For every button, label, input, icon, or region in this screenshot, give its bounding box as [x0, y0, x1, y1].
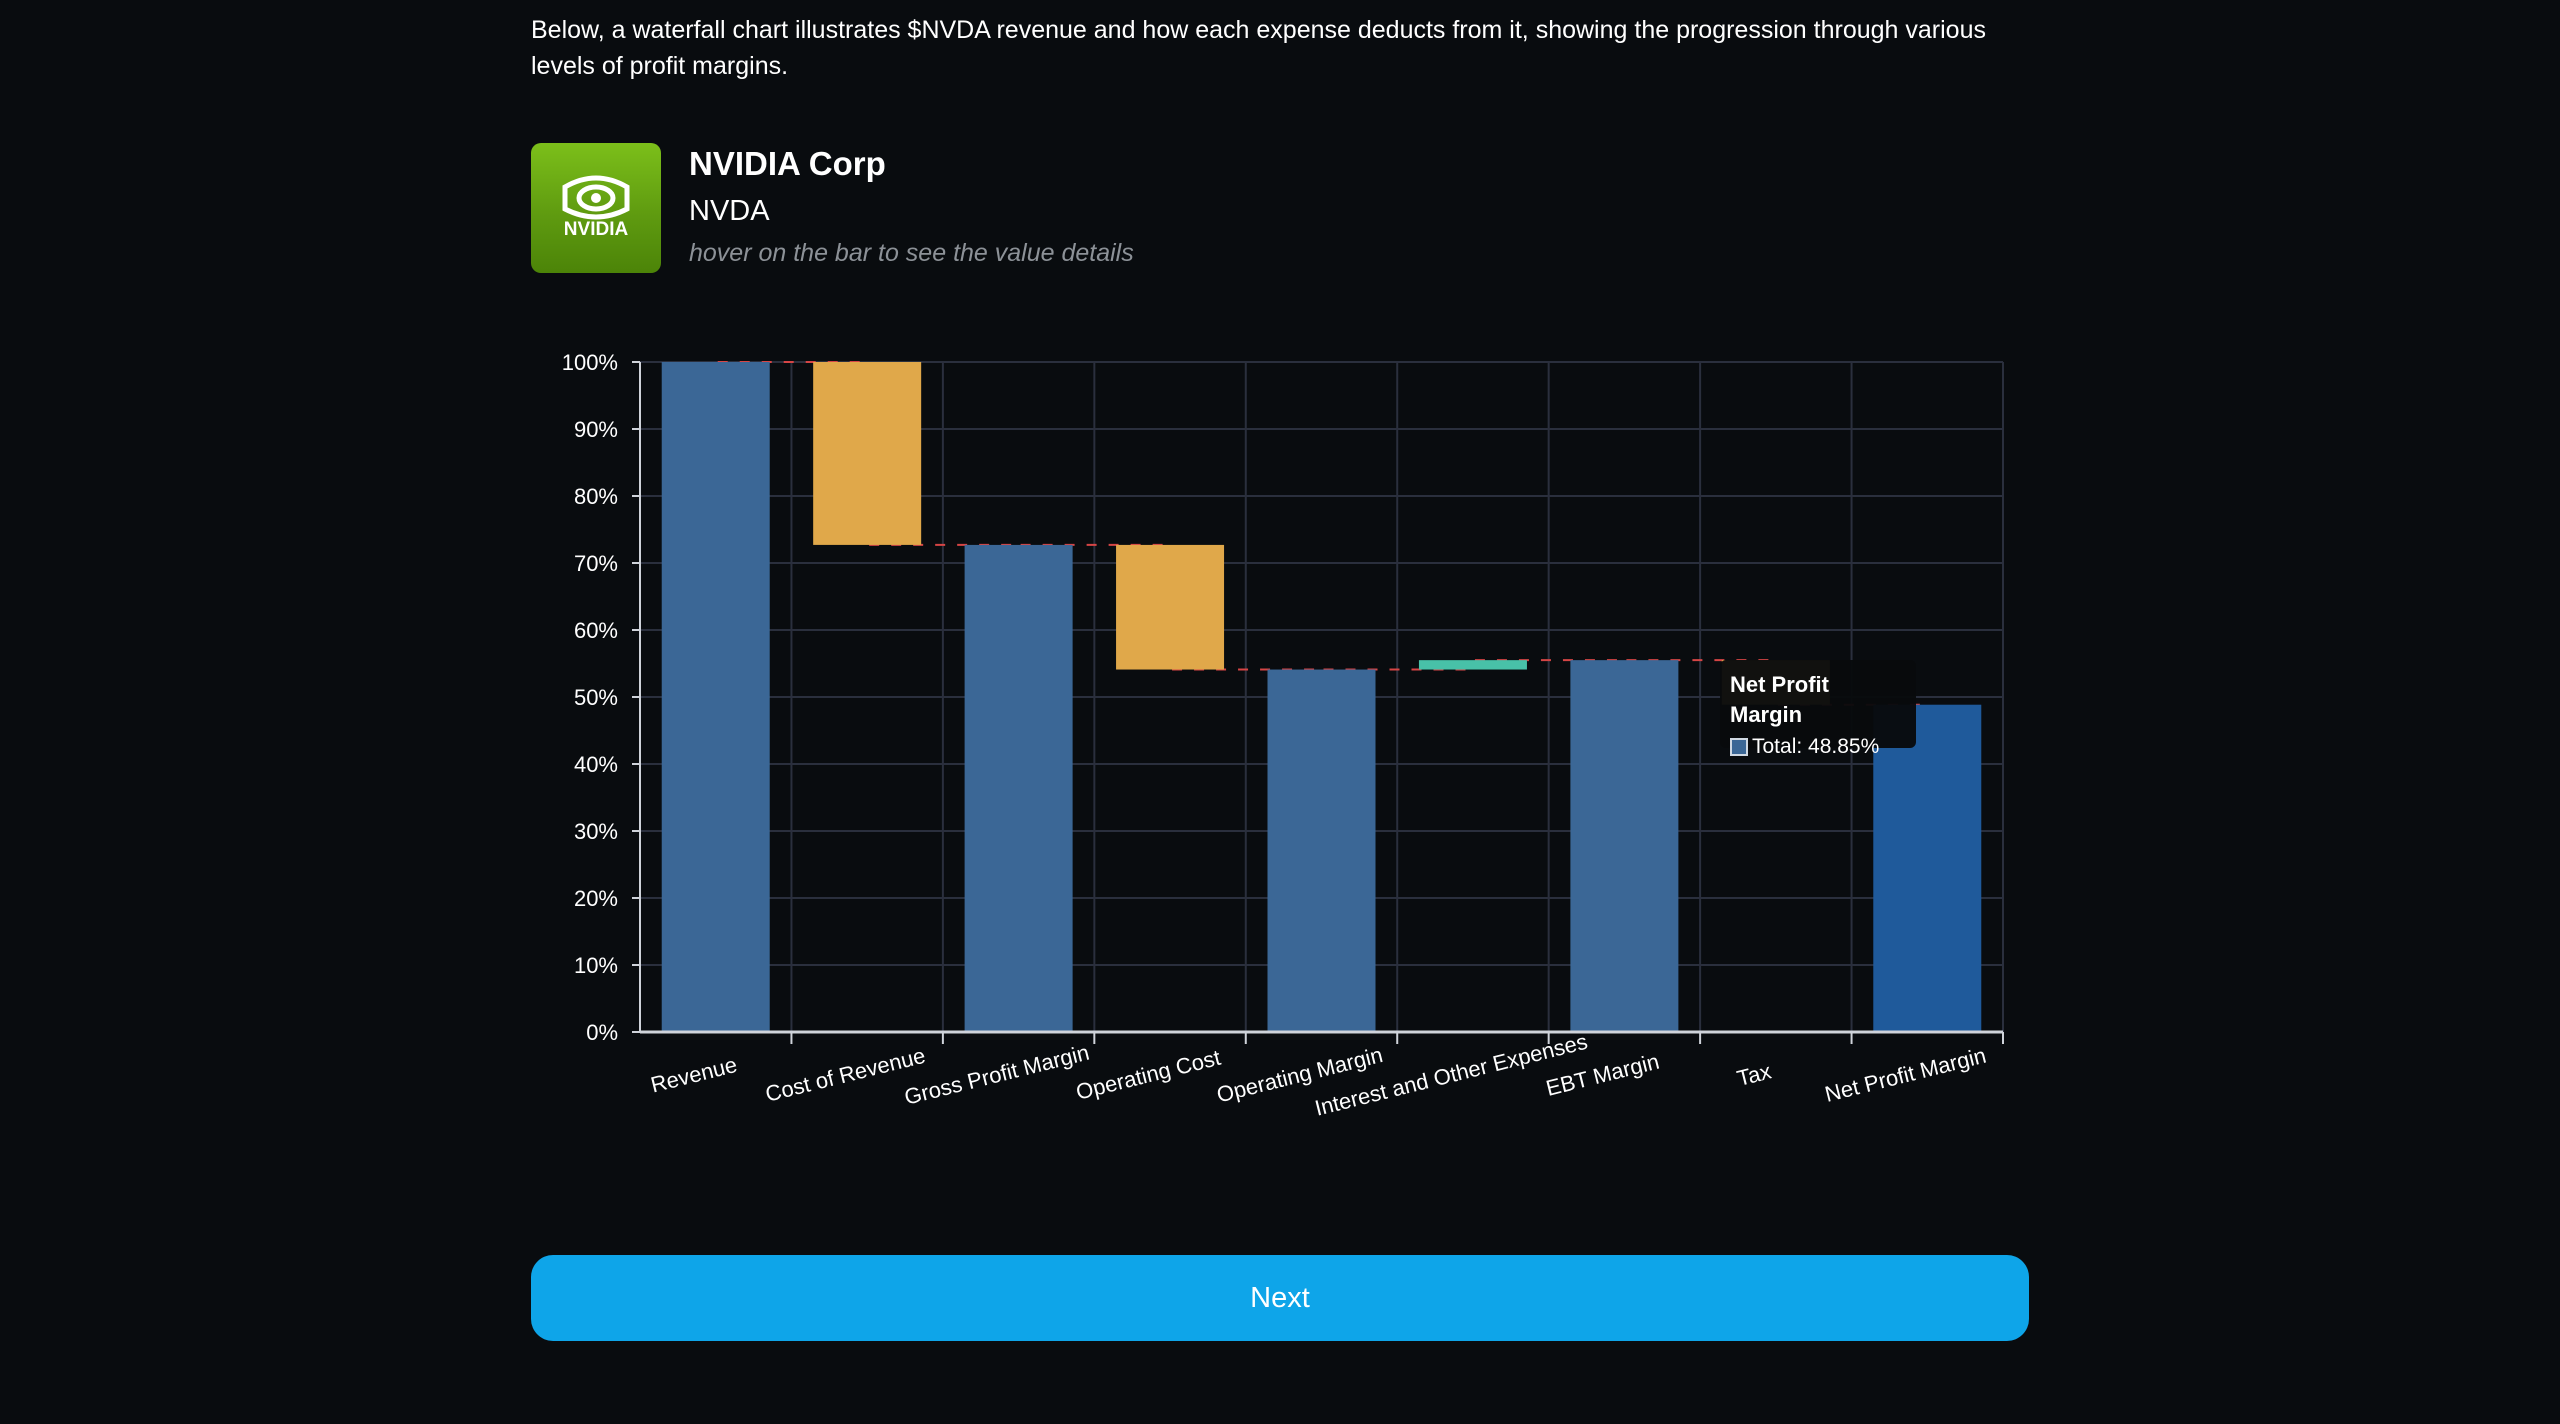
y-tick-label: 70% [574, 551, 618, 576]
bar-revenue[interactable] [661, 362, 770, 1032]
y-tick-label: 60% [574, 618, 618, 643]
y-tick-label: 50% [574, 685, 618, 710]
y-tick-label: 20% [574, 886, 618, 911]
ticker-symbol: NVDA [689, 195, 770, 227]
x-tick-label: Cost of Revenue [763, 1043, 928, 1107]
bar-interest-and-other-expenses[interactable] [1418, 660, 1527, 670]
tooltip-row: Total: 48.85% [1730, 730, 1906, 764]
next-button[interactable]: Next [531, 1255, 2029, 1341]
bar-cost-of-revenue[interactable] [813, 362, 922, 545]
y-tick-label: 100% [562, 350, 618, 375]
nvidia-logo: NVIDIA [531, 143, 661, 273]
chart-bars [661, 362, 1982, 1032]
bar-gross-profit-margin[interactable] [964, 544, 1073, 1032]
x-tick-label: Revenue [648, 1052, 740, 1098]
chart-tooltip: Net Profit Margin Total: 48.85% [1720, 660, 1916, 758]
intro-text: Below, a waterfall chart illustrates $NV… [531, 16, 1986, 80]
x-tick-label: Tax [1734, 1058, 1773, 1091]
waterfall-chart: 0% 10% 20% 30% 40% 50% 60% 70% 80% 90% 100% Revenue… [562, 350, 2004, 1121]
company-name: NVIDIA Corp [689, 145, 886, 182]
y-tick-label: 0% [586, 1020, 618, 1045]
logo-wordmark: NVIDIA [564, 219, 629, 240]
x-tick-label: Net Profit Margin [1822, 1043, 1988, 1107]
y-tick-label: 90% [574, 417, 618, 442]
y-tick-label: 40% [574, 752, 618, 777]
bar-operating-cost[interactable] [1116, 544, 1225, 670]
tooltip-title: Net Profit Margin [1730, 672, 1829, 727]
y-tick-label: 30% [574, 819, 618, 844]
y-tick-label: 10% [574, 953, 618, 978]
bar-net-profit-margin[interactable] [1873, 704, 1982, 1032]
x-tick-label: Gross Profit Margin [902, 1040, 1092, 1110]
chart-axes [632, 361, 2004, 1044]
x-tick-label: Operating Cost [1073, 1045, 1223, 1105]
tooltip-value: Total: 48.85% [1752, 735, 1880, 758]
hover-hint: hover on the bar to see the value detail… [689, 239, 1134, 267]
y-tick-label: 80% [574, 484, 618, 509]
bar-ebt-margin[interactable] [1570, 660, 1679, 1032]
tooltip-swatch [1730, 738, 1748, 756]
bar-operating-margin[interactable] [1267, 669, 1376, 1032]
nvidia-eye-icon: NVIDIA [562, 175, 630, 240]
